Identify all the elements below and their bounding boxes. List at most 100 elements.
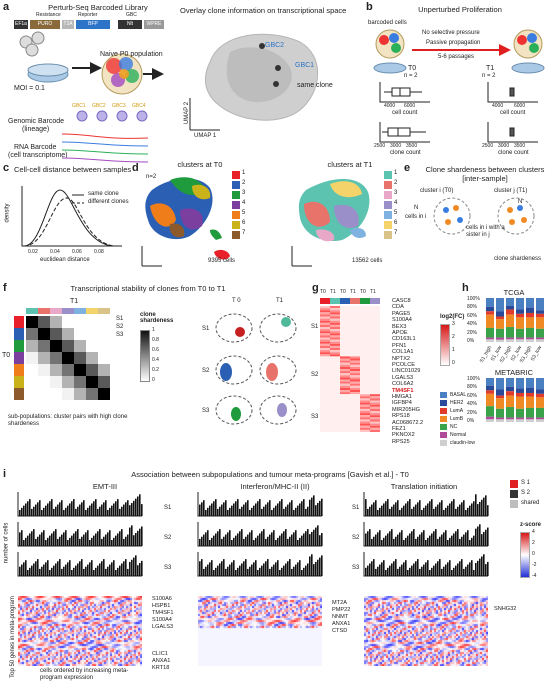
i-bar — [385, 535, 387, 546]
i-bar — [411, 531, 413, 546]
i-bar — [51, 499, 53, 516]
i-bar — [273, 507, 275, 516]
i-bar — [381, 562, 383, 576]
i-bar — [257, 501, 259, 516]
g-heat-cell — [340, 402, 350, 405]
cluster-j: cluster j (T1) — [494, 188, 528, 194]
i-bar — [231, 505, 233, 516]
g-cbar-t4: 0 — [452, 360, 455, 366]
i-bar — [283, 531, 285, 546]
i-bar — [437, 538, 439, 546]
g-heat-cell — [360, 369, 370, 372]
i-bar — [253, 540, 255, 546]
g-heat-cell — [330, 371, 340, 374]
i-bar — [307, 529, 309, 546]
f-heat-cell — [86, 376, 98, 388]
g-heat-cell — [330, 406, 340, 409]
i-bar — [83, 534, 85, 546]
i-bar — [389, 508, 391, 516]
h-bar-segment — [486, 314, 494, 328]
i-gene-emt: KRT18 — [152, 665, 170, 671]
i-bar — [101, 538, 103, 546]
i-bar — [223, 559, 225, 576]
h-ytick: 40% — [467, 401, 478, 408]
panel-i-title: Association between subpopulations and t… — [131, 470, 409, 479]
i-bar — [369, 506, 371, 516]
g-heat-cell — [370, 360, 380, 363]
i-bar — [121, 563, 123, 576]
f-heat-cell — [98, 316, 110, 328]
i-bar — [111, 540, 113, 546]
h-bar-segment — [516, 388, 524, 393]
i-bar — [113, 537, 115, 546]
tick-cell-t1-2: 6000 — [514, 103, 526, 109]
i-bar — [25, 537, 27, 546]
f-heat-cell — [50, 388, 62, 400]
cluster-swatch-t0 — [232, 211, 240, 219]
g-heat-cell — [320, 337, 330, 340]
g-heat-cell — [330, 408, 340, 411]
i-bar — [303, 533, 305, 546]
tick-clone-t0-2: 3000 — [390, 143, 402, 149]
h-bar-segment — [516, 408, 524, 418]
f-subpop: sub-populations: cluster pairs with high… — [8, 414, 128, 427]
h-bar-segment — [486, 327, 494, 338]
i-bar — [317, 525, 319, 546]
h-bar-segment — [486, 311, 494, 315]
i-bar — [31, 508, 33, 516]
g-heat-cell — [340, 383, 350, 386]
g-heat-cell — [360, 322, 370, 325]
umap-overlay — [189, 33, 319, 131]
g-heat-cell — [320, 379, 330, 382]
g-gene-label: HMGA1 — [392, 394, 412, 400]
g-gene-label: CASC8 — [392, 298, 411, 304]
i-bar — [311, 554, 313, 576]
i-bar — [393, 504, 395, 516]
i-legend-label: S 1 — [521, 480, 531, 486]
g-heat-cell — [350, 415, 360, 418]
i-bar — [67, 562, 69, 576]
f-heat-cell — [26, 364, 38, 376]
i-bar — [433, 565, 435, 576]
g-heat-cell — [360, 425, 370, 428]
i-bar — [413, 529, 415, 546]
i-bar — [37, 536, 39, 546]
h-tcga: TCGA — [503, 288, 525, 297]
h-ytick: 100% — [467, 296, 480, 302]
i-bar — [217, 508, 219, 516]
tick-cell-t1-1: 4000 — [492, 103, 504, 109]
cluster-swatch-t1 — [384, 201, 392, 209]
g-heat-cell — [370, 421, 380, 424]
i-bar — [471, 560, 473, 576]
i-bar — [481, 499, 483, 516]
g-heat-cell — [340, 417, 350, 420]
i-bar — [57, 561, 59, 576]
i-bar — [23, 505, 25, 516]
g-heat-cell — [340, 366, 350, 369]
g-heat-cell — [350, 423, 360, 426]
i-bar — [439, 536, 441, 546]
f-heat-cell — [38, 352, 50, 364]
g-heat-cell — [370, 350, 380, 353]
g-heat-cell — [320, 427, 330, 430]
i-bar — [77, 506, 79, 516]
f-heat-cell — [50, 352, 62, 364]
f-heat-cell — [26, 328, 38, 340]
cluster-swatch-t1 — [384, 191, 392, 199]
i-bar — [205, 532, 207, 546]
i-bar — [103, 536, 105, 546]
i-bar — [47, 503, 49, 516]
g-heat-cell — [350, 362, 360, 365]
g-heat-cell — [370, 310, 380, 313]
i-bar — [283, 565, 285, 576]
i-bar — [261, 565, 263, 576]
h-bar-segment — [536, 378, 544, 390]
i-bar — [219, 506, 221, 516]
i-bar — [293, 510, 295, 516]
g-heat-cell — [340, 425, 350, 428]
f-s1: S1 — [116, 316, 124, 322]
i-bar — [227, 510, 229, 516]
g-gene-label: PAGE5 — [392, 310, 411, 317]
g-col-color — [350, 298, 360, 304]
i-bar — [469, 562, 471, 576]
